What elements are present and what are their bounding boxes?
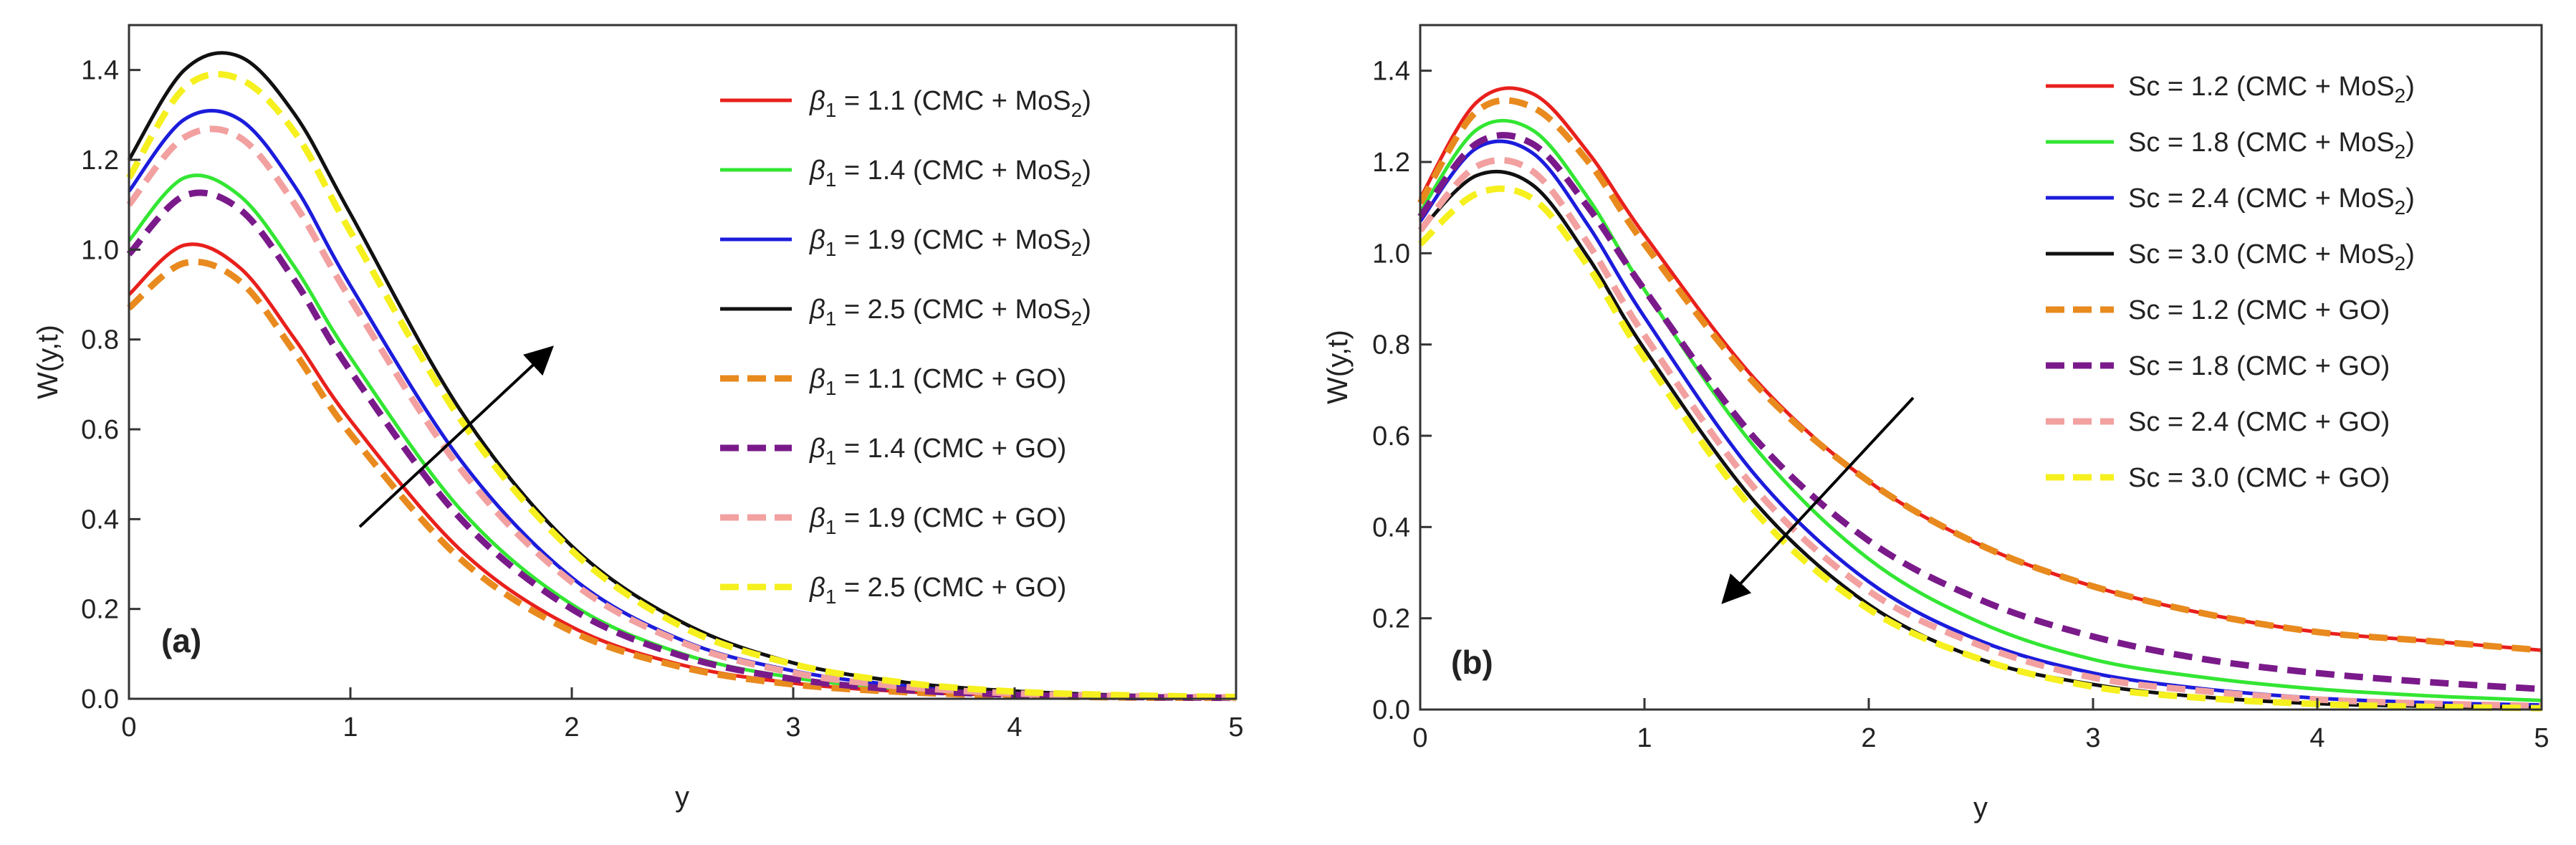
series-line-a-4 xyxy=(127,51,1237,699)
ticks-a: 0 1 2 3 4 5 0.0 0.2 0.4 0.6 0.8 1.0 1.2 1.4 xyxy=(81,56,1243,743)
legend-label-b-7: Sc = 2.4 (CMC + GO) xyxy=(2128,407,2390,437)
legend-label-b-5: Sc = 1.2 (CMC + GO) xyxy=(2128,295,2390,325)
x-tick-label-b-0: 0 xyxy=(1412,723,1427,753)
series-line-b-5 xyxy=(1417,97,2542,654)
y-tick-label-a-7: 1.4 xyxy=(81,56,119,86)
legend-label-b-1: Sc = 1.2 (CMC + MoS2) xyxy=(2128,72,2415,107)
y-tick-label-a-3: 0.6 xyxy=(81,415,119,445)
legend-a: β1 = 1.1 (CMC + MoS2) β1 = 1.4 (CMC + MoS… xyxy=(720,86,1091,608)
x-tick-label-a-1: 1 xyxy=(343,712,358,743)
panel-label-a: (a) xyxy=(161,622,201,659)
legend-label-a-2: β1 = 1.4 (CMC + MoS2) xyxy=(809,156,1091,191)
y-tick-label-b-1: 0.2 xyxy=(1372,604,1410,634)
plot-frame-b xyxy=(1419,24,2543,711)
y-tick-label-a-1: 0.2 xyxy=(81,595,119,625)
legend-label-b-2: Sc = 1.8 (CMC + MoS2) xyxy=(2128,128,2415,163)
legend-label-b-4: Sc = 3.0 (CMC + MoS2) xyxy=(2128,239,2415,274)
legend-b: Sc = 1.2 (CMC + MoS2) Sc = 1.8 (CMC + MoS… xyxy=(2046,72,2415,493)
plot-frame-a xyxy=(128,24,1237,700)
trend-arrow-b xyxy=(1721,396,1915,604)
legend-label-a-3: β1 = 1.9 (CMC + MoS2) xyxy=(809,225,1091,260)
legend-label-a-7: β1 = 1.9 (CMC + GO) xyxy=(809,503,1066,538)
y-tick-label-a-2: 0.4 xyxy=(81,505,119,535)
y-axis-title-a: W(y,t) xyxy=(32,325,64,399)
y-tick-label-b-0: 0.0 xyxy=(1372,695,1410,725)
x-tick-label-a-5: 5 xyxy=(1228,712,1243,743)
chart-panel-a: 0 1 2 3 4 50.00.20.40.60.81.01.21.4 y W(y,t) … xyxy=(32,24,1244,813)
chart-panel-b: 0 1 2 3 4 50.00.20.40.60.81.01.21.4 y W(y,t) … xyxy=(1322,24,2549,823)
y-tick-label-a-0: 0.0 xyxy=(81,684,119,715)
legend-label-a-5: β1 = 1.1 (CMC + GO) xyxy=(809,364,1066,399)
legend-label-a-1: β1 = 1.1 (CMC + MoS2) xyxy=(809,86,1091,121)
panel-label-b: (b) xyxy=(1451,644,1493,681)
legend-label-b-8: Sc = 3.0 (CMC + GO) xyxy=(2128,463,2390,493)
series-layer-b xyxy=(1417,86,2542,712)
trend-arrow-a xyxy=(358,345,554,528)
ticks-b: 0 1 2 3 4 5 0.0 0.2 0.4 0.6 0.8 1.0 1.2 1.4 xyxy=(1372,57,2549,753)
legend-label-a-6: β1 = 1.4 (CMC + GO) xyxy=(809,434,1066,469)
x-tick-label-b-1: 1 xyxy=(1637,723,1652,753)
y-tick-label-b-2: 0.4 xyxy=(1372,512,1410,543)
legend-label-b-6: Sc = 1.8 (CMC + GO) xyxy=(2128,351,2390,381)
y-tick-label-a-6: 1.2 xyxy=(81,145,119,176)
x-tick-label-b-5: 5 xyxy=(2534,723,2549,753)
y-tick-label-a-4: 0.8 xyxy=(81,325,119,355)
x-tick-label-b-4: 4 xyxy=(2309,723,2324,753)
y-tick-label-b-5: 1.0 xyxy=(1372,239,1410,269)
series-line-b-2 xyxy=(1418,118,2542,702)
series-line-a-5 xyxy=(127,258,1237,702)
x-tick-label-a-2: 2 xyxy=(564,712,579,743)
y-tick-label-b-6: 1.2 xyxy=(1372,148,1410,178)
series-line-a-7 xyxy=(126,125,1237,701)
y-tick-label-a-5: 1.0 xyxy=(81,235,119,265)
legend-label-a-8: β1 = 2.5 (CMC + GO) xyxy=(809,573,1066,608)
x-tick-label-b-3: 3 xyxy=(2085,723,2100,753)
y-tick-label-b-3: 0.6 xyxy=(1372,421,1410,452)
series-layer-a xyxy=(126,51,1237,702)
series-line-b-6 xyxy=(1417,132,2542,692)
y-axis-title-b: W(y,t) xyxy=(1322,330,1354,404)
legend-label-a-4: β1 = 2.5 (CMC + MoS2) xyxy=(809,295,1091,330)
x-tick-label-a-0: 0 xyxy=(121,712,136,743)
x-axis-title-a: y xyxy=(675,781,689,813)
series-line-a-3 xyxy=(128,108,1237,700)
y-tick-label-b-7: 1.4 xyxy=(1372,57,1410,87)
legend-label-b-3: Sc = 2.4 (CMC + MoS2) xyxy=(2128,183,2415,219)
x-axis-title-b: y xyxy=(1973,792,1988,823)
x-tick-label-a-4: 4 xyxy=(1007,712,1022,743)
x-tick-label-a-3: 3 xyxy=(785,712,800,743)
y-tick-label-b-4: 0.8 xyxy=(1372,330,1410,361)
x-tick-label-b-2: 2 xyxy=(1861,723,1876,753)
